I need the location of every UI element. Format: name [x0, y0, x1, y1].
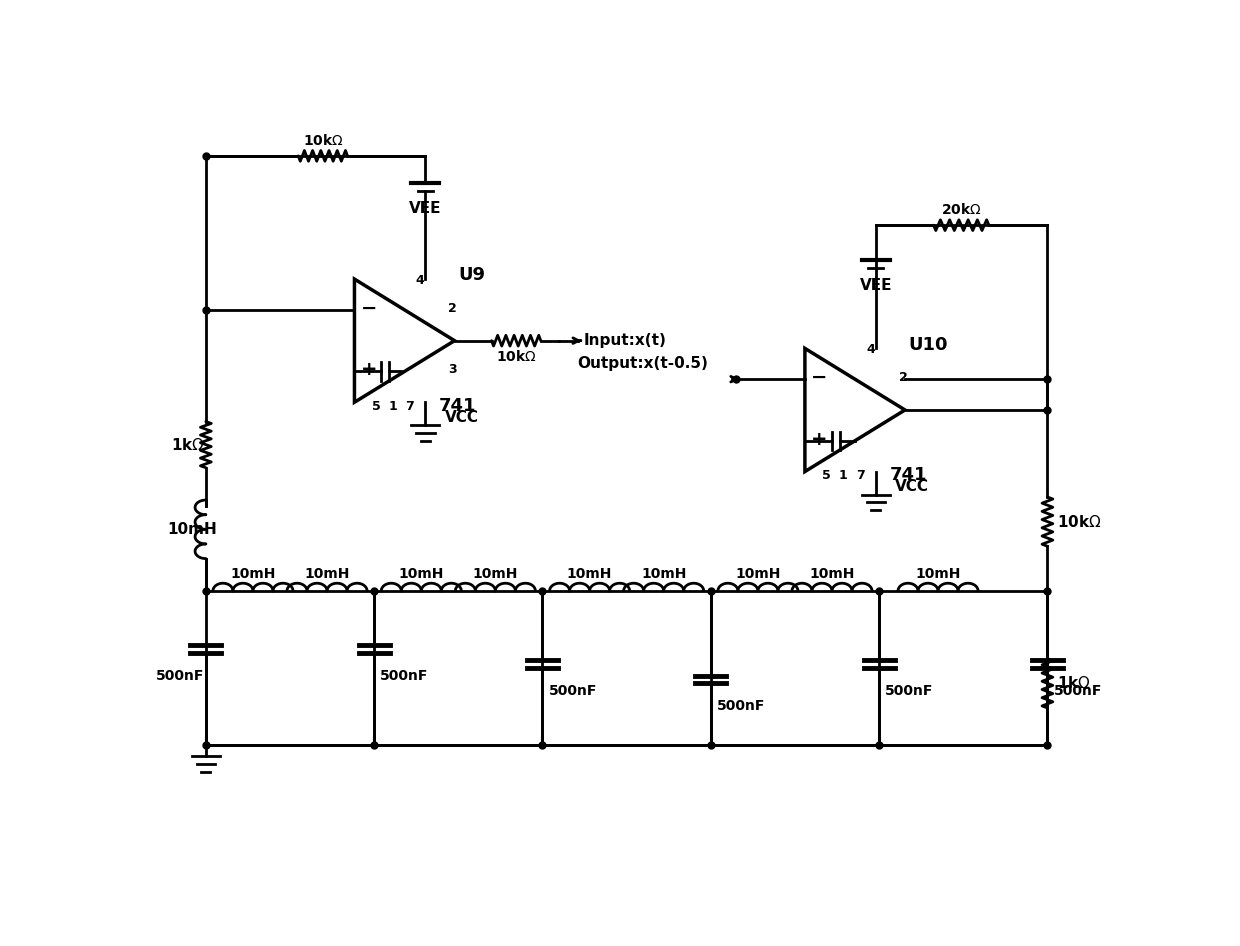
Text: 5: 5 — [372, 399, 381, 412]
Text: 2: 2 — [899, 371, 908, 384]
Text: 500nF: 500nF — [381, 669, 429, 683]
Text: 1k$\Omega$: 1k$\Omega$ — [1056, 675, 1090, 692]
Text: 7: 7 — [405, 399, 414, 412]
Text: VCC: VCC — [895, 480, 929, 495]
Text: −: − — [361, 299, 377, 318]
Text: 500nF: 500nF — [1054, 684, 1102, 698]
Text: 7: 7 — [856, 469, 864, 482]
Text: 10k$\Omega$: 10k$\Omega$ — [303, 133, 343, 148]
Text: 10mH: 10mH — [810, 567, 854, 581]
Text: U10: U10 — [909, 336, 949, 354]
Text: 741: 741 — [439, 397, 476, 415]
Text: 10mH: 10mH — [735, 567, 781, 581]
Text: 741: 741 — [889, 466, 928, 484]
Text: 2: 2 — [449, 302, 458, 315]
Text: 500nF: 500nF — [156, 669, 205, 683]
Text: 10mH: 10mH — [472, 567, 518, 581]
Text: 10mH: 10mH — [231, 567, 275, 581]
Text: −: − — [811, 368, 827, 387]
Text: U9: U9 — [459, 266, 485, 284]
Text: 10mH: 10mH — [915, 567, 961, 581]
Text: 10k$\Omega$: 10k$\Omega$ — [1056, 514, 1101, 530]
Text: 4: 4 — [866, 343, 874, 357]
Text: 10mH: 10mH — [641, 567, 687, 581]
Text: 10k$\Omega$: 10k$\Omega$ — [496, 348, 537, 363]
Text: VEE: VEE — [859, 278, 892, 292]
Text: 500nF: 500nF — [548, 684, 596, 698]
Text: 10mH: 10mH — [398, 567, 444, 581]
Text: 3: 3 — [449, 363, 458, 377]
Text: +: + — [811, 429, 827, 448]
Text: 4: 4 — [415, 274, 424, 287]
Text: VEE: VEE — [409, 201, 441, 216]
Text: 10mH: 10mH — [167, 522, 217, 536]
Text: Input:x(t): Input:x(t) — [584, 333, 667, 348]
Text: 1k$\Omega$: 1k$\Omega$ — [171, 437, 205, 452]
Text: +: + — [361, 360, 377, 379]
Text: 500nF: 500nF — [717, 699, 765, 713]
Text: 10mH: 10mH — [304, 567, 350, 581]
Text: 1: 1 — [388, 399, 397, 412]
Text: 10mH: 10mH — [567, 567, 613, 581]
Text: VCC: VCC — [444, 411, 479, 425]
Text: 20k$\Omega$: 20k$\Omega$ — [941, 202, 982, 218]
Text: Output:x(t-0.5): Output:x(t-0.5) — [578, 357, 708, 371]
Text: 500nF: 500nF — [885, 684, 934, 698]
Text: 1: 1 — [839, 469, 848, 482]
Text: 5: 5 — [822, 469, 831, 482]
